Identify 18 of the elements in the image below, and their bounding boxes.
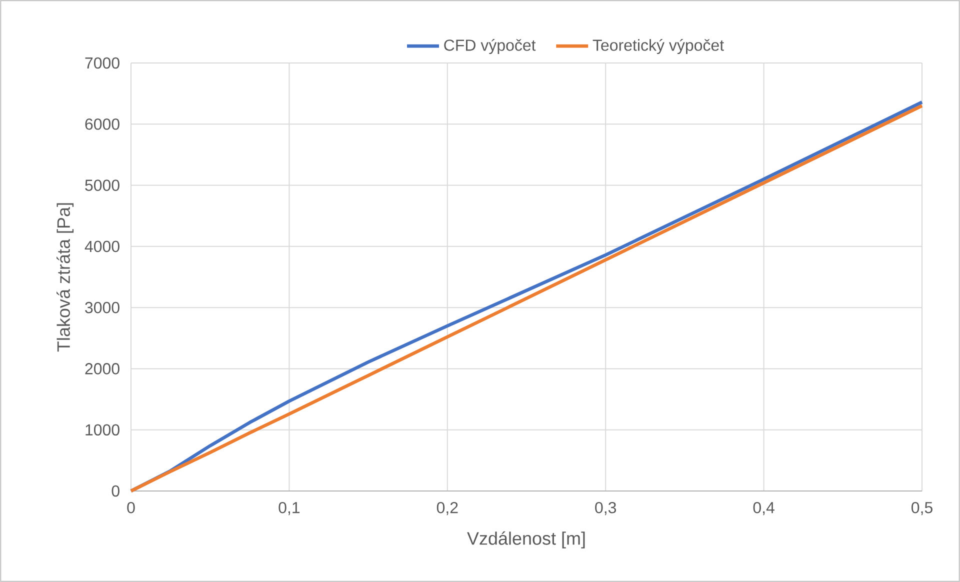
- legend-label: Teoretický výpočet: [592, 38, 724, 54]
- y-tick-label: 7000: [85, 57, 120, 69]
- x-tick-label: 0: [127, 502, 135, 514]
- x-tick-label: 0,5: [912, 502, 932, 516]
- x-tick-label: 0,4: [753, 502, 774, 516]
- y-tick-label: 1000: [86, 424, 120, 436]
- y-tick-label: 0: [112, 485, 120, 497]
- x-tick-label: 0,1: [278, 502, 300, 516]
- x-axis-title: Vzdálenost [m]: [467, 531, 585, 548]
- y-tick-label: 2000: [85, 363, 120, 374]
- y-tick-label: 5000: [85, 180, 120, 191]
- y-tick-label: 3000: [85, 302, 120, 314]
- y-tick-label: 4000: [84, 240, 120, 252]
- legend-label: CFD výpočet: [444, 38, 536, 54]
- y-tick-label: 6000: [85, 118, 120, 130]
- x-tick-label: 0,3: [595, 502, 616, 516]
- y-axis-title: Tlaková ztráta [Pa]: [56, 203, 74, 352]
- x-tick-label: 0,2: [436, 502, 458, 516]
